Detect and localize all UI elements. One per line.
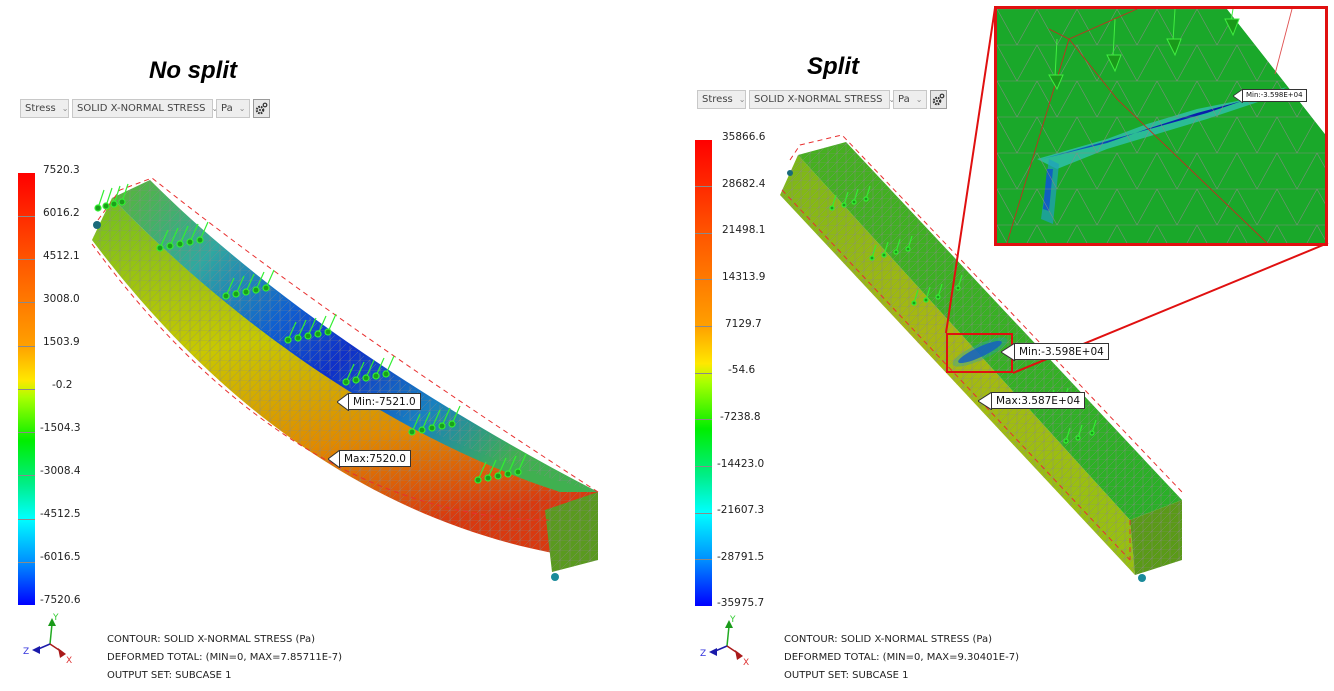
gear-icon (932, 93, 945, 106)
legend-label: 14313.9 (722, 271, 766, 283)
callout-pointer (328, 450, 340, 468)
inset-mesh-view (997, 9, 1325, 243)
component-value: SOLID X-NORMAL STRESS (77, 103, 206, 114)
legend-label: 6016.2 (43, 207, 80, 219)
callout-pointer (1001, 343, 1015, 361)
result-type-dropdown[interactable]: Stress ⌄ (697, 90, 746, 109)
result-type-value: Stress (25, 103, 56, 114)
x-axis-label: X (743, 658, 749, 668)
panel-title: Split (807, 53, 859, 80)
contour-info: CONTOUR: SOLID X-NORMAL STRESS (Pa) (784, 634, 993, 645)
legend-label: -35975.7 (717, 597, 765, 609)
color-legend: 7520.3 6016.2 4512.1 3008.0 1503.9 -0.2 … (18, 164, 98, 610)
support-icon (1138, 574, 1146, 582)
axis-triad: Y Z X (700, 615, 749, 668)
legend-label: 7129.7 (725, 318, 762, 330)
result-type-value: Stress (702, 94, 733, 105)
legend-label: -28791.5 (717, 551, 765, 563)
legend-label: -21607.3 (717, 504, 765, 516)
result-info: CONTOUR: SOLID X-NORMAL STRESS (Pa) DEFO… (107, 631, 342, 685)
axis-triad: Y Z X (23, 613, 72, 666)
legend-label: -0.2 (52, 379, 73, 391)
chevron-down-icon: ⌄ (915, 95, 923, 104)
chevron-down-icon: ⌄ (238, 104, 246, 113)
contour-info: CONTOUR: SOLID X-NORMAL STRESS (Pa) (107, 634, 316, 645)
chevron-down-icon: ⌄ (888, 95, 896, 104)
legend-label: 1503.9 (43, 336, 80, 348)
legend-label: -1504.3 (40, 422, 81, 434)
chevron-down-icon: ⌄ (211, 104, 219, 113)
callout-pointer (337, 393, 349, 411)
legend-label: -3008.4 (40, 465, 81, 477)
legend-label: 21498.1 (722, 224, 766, 236)
unit-dropdown[interactable]: Pa ⌄ (893, 90, 927, 109)
legend-label: 7520.3 (43, 164, 80, 176)
y-axis-label: Y (729, 615, 736, 625)
min-callout: Min:-3.598E+04 (1014, 343, 1109, 360)
legend-label: -7238.8 (720, 411, 761, 423)
zoom-inset: Min:-3.598E+04 (994, 6, 1328, 246)
inset-min-callout: Min:-3.598E+04 (1242, 89, 1307, 102)
result-type-dropdown[interactable]: Stress ⌄ (20, 99, 69, 118)
max-callout: Max:3.587E+04 (991, 392, 1086, 409)
max-callout: Max:7520.0 (339, 450, 411, 467)
load-arrow-group (94, 183, 129, 212)
support-icon (787, 170, 793, 176)
x-axis-label: X (66, 656, 72, 666)
panel-no-split: No split Stress ⌄ SOLID X-NORMAL STRESS … (0, 0, 660, 691)
unit-value: Pa (898, 94, 910, 105)
y-axis-label: Y (52, 613, 59, 623)
z-axis-label: Z (700, 649, 706, 659)
support-icon (551, 573, 559, 581)
legend-label: -7520.6 (40, 594, 81, 606)
component-value: SOLID X-NORMAL STRESS (754, 94, 883, 105)
deformed-info: DEFORMED TOTAL: (MIN=0, MAX=7.85711E-7) (107, 652, 342, 663)
legend-label: 35866.6 (722, 131, 766, 143)
component-dropdown[interactable]: SOLID X-NORMAL STRESS ⌄ (749, 90, 895, 109)
callout-pointer (978, 392, 992, 410)
chevron-down-icon: ⌄ (738, 95, 746, 104)
output-set-info: OUTPUT SET: SUBCASE 1 (107, 670, 232, 681)
legend-label: 4512.1 (43, 250, 80, 262)
min-callout: Min:-7521.0 (348, 393, 421, 410)
settings-button[interactable] (253, 99, 270, 118)
unit-value: Pa (221, 103, 233, 114)
legend-label: -6016.5 (40, 551, 81, 563)
chevron-down-icon: ⌄ (61, 104, 69, 113)
result-info: CONTOUR: SOLID X-NORMAL STRESS (Pa) DEFO… (784, 631, 1019, 685)
support-icon (93, 221, 101, 229)
panel-title: No split (149, 57, 237, 84)
callout-pointer (1233, 89, 1243, 103)
result-toolbar: Stress ⌄ SOLID X-NORMAL STRESS ⌄ Pa ⌄ (20, 99, 270, 118)
gear-icon (255, 102, 268, 115)
legend-label: -54.6 (728, 364, 756, 376)
legend-label: -4512.5 (40, 508, 81, 520)
result-toolbar: Stress ⌄ SOLID X-NORMAL STRESS ⌄ Pa ⌄ (697, 90, 947, 109)
component-dropdown[interactable]: SOLID X-NORMAL STRESS ⌄ (72, 99, 218, 118)
z-axis-label: Z (23, 647, 29, 657)
legend-label: -14423.0 (717, 458, 765, 470)
output-set-info: OUTPUT SET: SUBCASE 1 (784, 670, 909, 681)
legend-label: 28682.4 (722, 178, 766, 190)
unit-dropdown[interactable]: Pa ⌄ (216, 99, 250, 118)
color-legend: 35866.6 28682.4 21498.1 14313.9 7129.7 -… (695, 131, 785, 612)
settings-button[interactable] (930, 90, 947, 109)
legend-label: 3008.0 (43, 293, 80, 305)
deformed-info: DEFORMED TOTAL: (MIN=0, MAX=9.30401E-7) (784, 652, 1019, 663)
model-viewport[interactable] (85, 165, 615, 585)
